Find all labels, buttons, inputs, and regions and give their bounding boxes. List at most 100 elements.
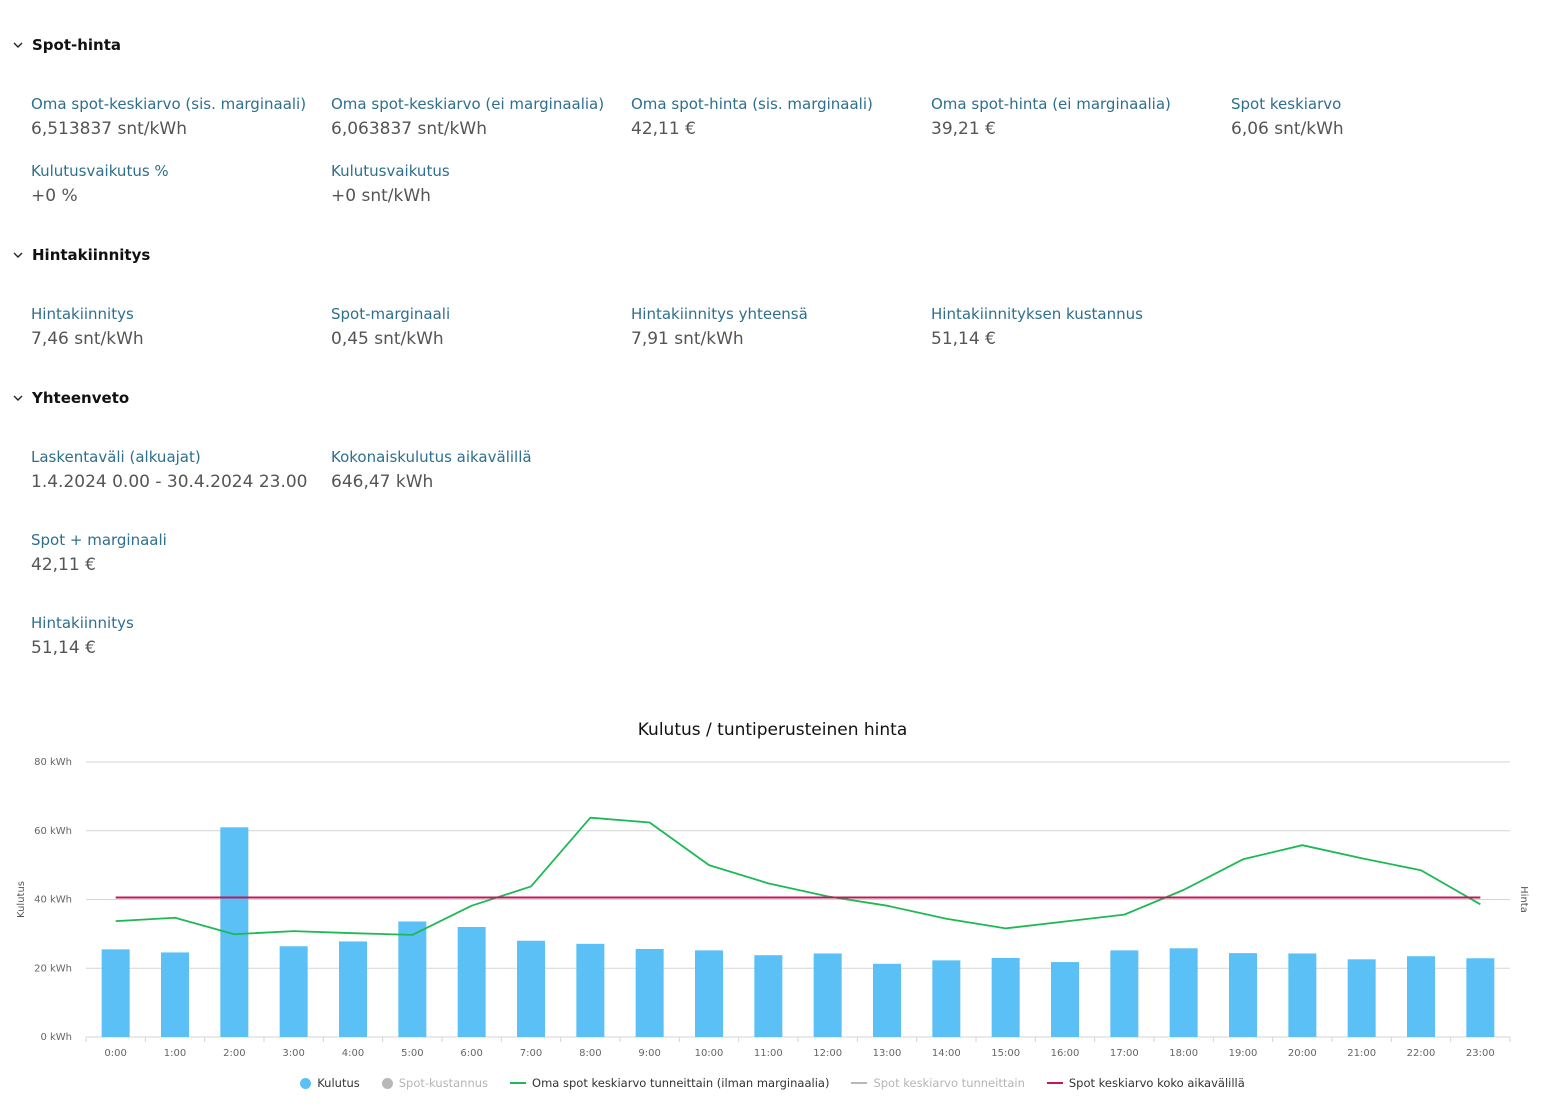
own-spot-hourly-line — [115, 816, 1481, 936]
metric-label: Kulutusvaikutus — [331, 162, 450, 180]
x-tick-label: 1:00 — [164, 1048, 186, 1059]
bar-11:00 — [754, 955, 783, 1037]
legend-item[interactable]: Spot keskiarvo koko aikavälillä — [1046, 1076, 1245, 1090]
bar-1:00 — [161, 952, 189, 1037]
legend-dot-icon — [381, 1077, 393, 1089]
chart-legend: Kulutus Spot-kustannus Oma spot keskiarvo … — [0, 1076, 1545, 1090]
metric-fixed-price-total: Hintakiinnitys yhteensä 7,91 snt/kWh — [631, 304, 921, 350]
x-tick-label: 13:00 — [873, 1048, 902, 1059]
section-toggle-fix[interactable]: Hintakiinnitys — [12, 246, 150, 264]
bar-22:00 — [1407, 956, 1435, 1037]
metric-label: Oma spot-keskiarvo (sis. marginaali) — [31, 95, 307, 113]
metric-spot-average: Spot keskiarvo 6,06 snt/kWh — [1231, 94, 1521, 140]
section-title-fix: Hintakiinnitys — [32, 246, 151, 264]
bar-5:00 — [398, 921, 427, 1037]
x-tick-label: 11:00 — [754, 1048, 783, 1059]
metric-fixed-price-cost: Hintakiinnityksen kustannus 51,14 € — [931, 304, 1221, 350]
metric-spot-avg-with-margin: Oma spot-keskiarvo (sis. marginaali) 6,5… — [31, 94, 321, 140]
bar-3:00 — [279, 946, 308, 1037]
y-axis-title: Kulutus — [16, 881, 27, 918]
legend-item[interactable]: Kulutus — [300, 1076, 360, 1090]
bar-16:00 — [1051, 962, 1079, 1037]
metric-value: 7,46 snt/kWh — [31, 329, 144, 349]
legend-item[interactable]: Oma spot keskiarvo tunneittain (ilman ma… — [510, 1076, 829, 1090]
x-tick-label: 8:00 — [579, 1048, 601, 1059]
bar-20:00 — [1288, 953, 1317, 1037]
section-toggle-summary[interactable]: Yhteenveto — [12, 389, 129, 407]
legend-item[interactable]: Spot keskiarvo tunneittain — [851, 1076, 1025, 1090]
legend-item[interactable]: Spot-kustannus — [381, 1076, 489, 1090]
legend-label: Kulutus — [317, 1076, 360, 1090]
section-title-summary: Yhteenveto — [32, 389, 130, 407]
x-tick-label: 23:00 — [1466, 1048, 1495, 1059]
metric-value: 6,063837 snt/kWh — [331, 119, 487, 139]
y-tick-label: 40 kWh — [34, 895, 72, 906]
metric-consumption-effect: Kulutusvaikutus +0 snt/kWh — [331, 161, 621, 207]
bar-13:00 — [873, 963, 901, 1037]
metric-fixed-price-summary: Hintakiinnitys 51,14 € — [31, 613, 321, 659]
metric-label: Hintakiinnitys — [31, 614, 134, 632]
x-tick-label: 6:00 — [460, 1048, 482, 1059]
bar-14:00 — [932, 960, 961, 1037]
metric-label: Kokonaiskulutus aikavälillä — [331, 448, 532, 466]
metric-label: Hintakiinnitys — [31, 305, 134, 323]
y-tick-label: 0 kWh — [40, 1032, 72, 1043]
metric-value: 6,513837 snt/kWh — [31, 119, 187, 139]
x-tick-label: 14:00 — [932, 1048, 961, 1059]
bar-15:00 — [991, 957, 1020, 1037]
metric-total-consumption: Kokonaiskulutus aikavälillä 646,47 kWh — [331, 447, 621, 493]
metric-fixed-price: Hintakiinnitys 7,46 snt/kWh — [31, 304, 321, 350]
metric-label: Kulutusvaikutus % — [31, 162, 169, 180]
legend-label: Spot-kustannus — [398, 1076, 489, 1090]
y-tick-label: 80 kWh — [34, 757, 72, 768]
metric-value: 7,91 snt/kWh — [631, 329, 744, 349]
metric-value: 646,47 kWh — [331, 472, 434, 492]
metric-consumption-effect-pct: Kulutusvaikutus % +0 % — [31, 161, 321, 207]
y-tick-label: 60 kWh — [34, 826, 72, 837]
y2-axis-title: Hinta — [1518, 886, 1529, 913]
x-tick-label: 12:00 — [813, 1048, 842, 1059]
metric-label: Hintakiinnityksen kustannus — [931, 305, 1143, 323]
x-tick-label: 22:00 — [1407, 1048, 1436, 1059]
legend-line-icon — [510, 1082, 527, 1084]
x-tick-label: 20:00 — [1288, 1048, 1317, 1059]
legend-label: Oma spot keskiarvo tunneittain (ilman ma… — [532, 1076, 830, 1090]
metric-value: 0,45 snt/kWh — [331, 329, 444, 349]
metric-spot-plus-margin: Spot + marginaali 42,11 € — [31, 530, 321, 576]
metric-value: 51,14 € — [31, 638, 96, 658]
legend-line-icon — [1046, 1082, 1063, 1084]
bar-10:00 — [695, 950, 723, 1037]
bar-17:00 — [1110, 950, 1139, 1037]
metric-label: Oma spot-keskiarvo (ei marginaalia) — [331, 95, 605, 113]
metric-label: Oma spot-hinta (sis. marginaali) — [631, 95, 873, 113]
section-title-spot: Spot-hinta — [32, 36, 122, 54]
metric-value: 42,11 € — [31, 555, 96, 575]
bar-0:00 — [101, 949, 130, 1037]
legend-line-icon — [851, 1082, 868, 1084]
metric-value: 39,21 € — [931, 119, 996, 139]
bar-18:00 — [1169, 948, 1198, 1037]
bar-19:00 — [1229, 953, 1257, 1037]
metric-value: +0 snt/kWh — [331, 186, 431, 206]
metric-spot-price-with-margin: Oma spot-hinta (sis. marginaali) 42,11 € — [631, 94, 921, 140]
x-tick-label: 17:00 — [1110, 1048, 1139, 1059]
legend-label: Spot keskiarvo koko aikavälillä — [1068, 1076, 1245, 1090]
metric-value: 1.4.2024 0.00 - 30.4.2024 23.00 — [31, 472, 308, 492]
legend-label: Spot keskiarvo tunneittain — [873, 1076, 1025, 1090]
chart-title: Kulutus / tuntiperusteinen hinta — [637, 720, 908, 740]
chevron-down-icon — [13, 42, 23, 48]
x-tick-label: 21:00 — [1347, 1048, 1376, 1059]
metric-label: Spot keskiarvo — [1231, 95, 1342, 113]
section-toggle-spot[interactable]: Spot-hinta — [12, 36, 121, 54]
x-tick-label: 7:00 — [520, 1048, 542, 1059]
x-tick-label: 0:00 — [104, 1048, 126, 1059]
metric-label: Oma spot-hinta (ei marginaalia) — [931, 95, 1171, 113]
bar-23:00 — [1466, 958, 1495, 1037]
bar-6:00 — [457, 927, 486, 1037]
x-tick-label: 5:00 — [401, 1048, 423, 1059]
metric-value: 51,14 € — [931, 329, 996, 349]
chevron-down-icon — [13, 395, 23, 401]
bar-7:00 — [517, 940, 545, 1037]
consumption-price-chart: 0 kWh 20 kWh 40 kWh 60 kWh 80 kWh Kulutus Hint… — [16, 757, 1529, 1059]
x-tick-label: 4:00 — [342, 1048, 364, 1059]
